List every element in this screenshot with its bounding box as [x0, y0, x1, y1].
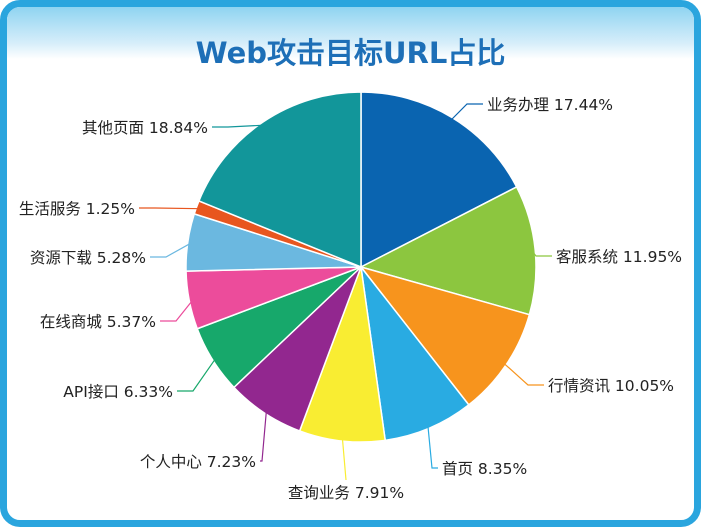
slice-label-7: 在线商城 5.37% [40, 313, 156, 331]
leader-line-10 [212, 124, 266, 128]
slice-label-6: API接口 6.33% [63, 383, 173, 401]
slice-label-9: 生活服务 1.25% [19, 200, 135, 218]
slice-label-8: 资源下载 5.28% [30, 249, 146, 267]
leader-line-3 [427, 424, 438, 469]
slice-label-4: 查询业务 7.91% [288, 484, 404, 502]
leader-line-2 [502, 361, 544, 386]
leader-line-7 [160, 299, 194, 322]
slice-label-0: 业务办理 17.44% [487, 96, 613, 114]
leader-line-1 [530, 249, 552, 257]
slice-label-2: 行情资讯 10.05% [548, 377, 674, 395]
pie-slice-2 [358, 265, 531, 406]
slice-label-3: 首页 8.35% [442, 460, 527, 478]
leader-line-5 [260, 409, 268, 462]
slice-label-10: 其他页面 18.84% [82, 119, 208, 137]
chart-title: Web攻击目标URL占比 [195, 36, 506, 70]
leader-line-6 [177, 357, 217, 392]
pie-slice-3 [359, 264, 470, 442]
pie-slice-10 [197, 91, 362, 269]
pie-slice-0 [360, 91, 518, 269]
leader-line-4 [341, 436, 347, 481]
header-band [7, 7, 694, 59]
slice-label-5: 个人中心 7.23% [140, 453, 256, 471]
leader-line-0 [449, 103, 483, 122]
leader-line-9 [139, 207, 201, 210]
pie-slice-1 [358, 185, 537, 316]
leader-line-8 [150, 242, 192, 258]
slice-label-1: 客服系统 11.95% [556, 248, 682, 266]
